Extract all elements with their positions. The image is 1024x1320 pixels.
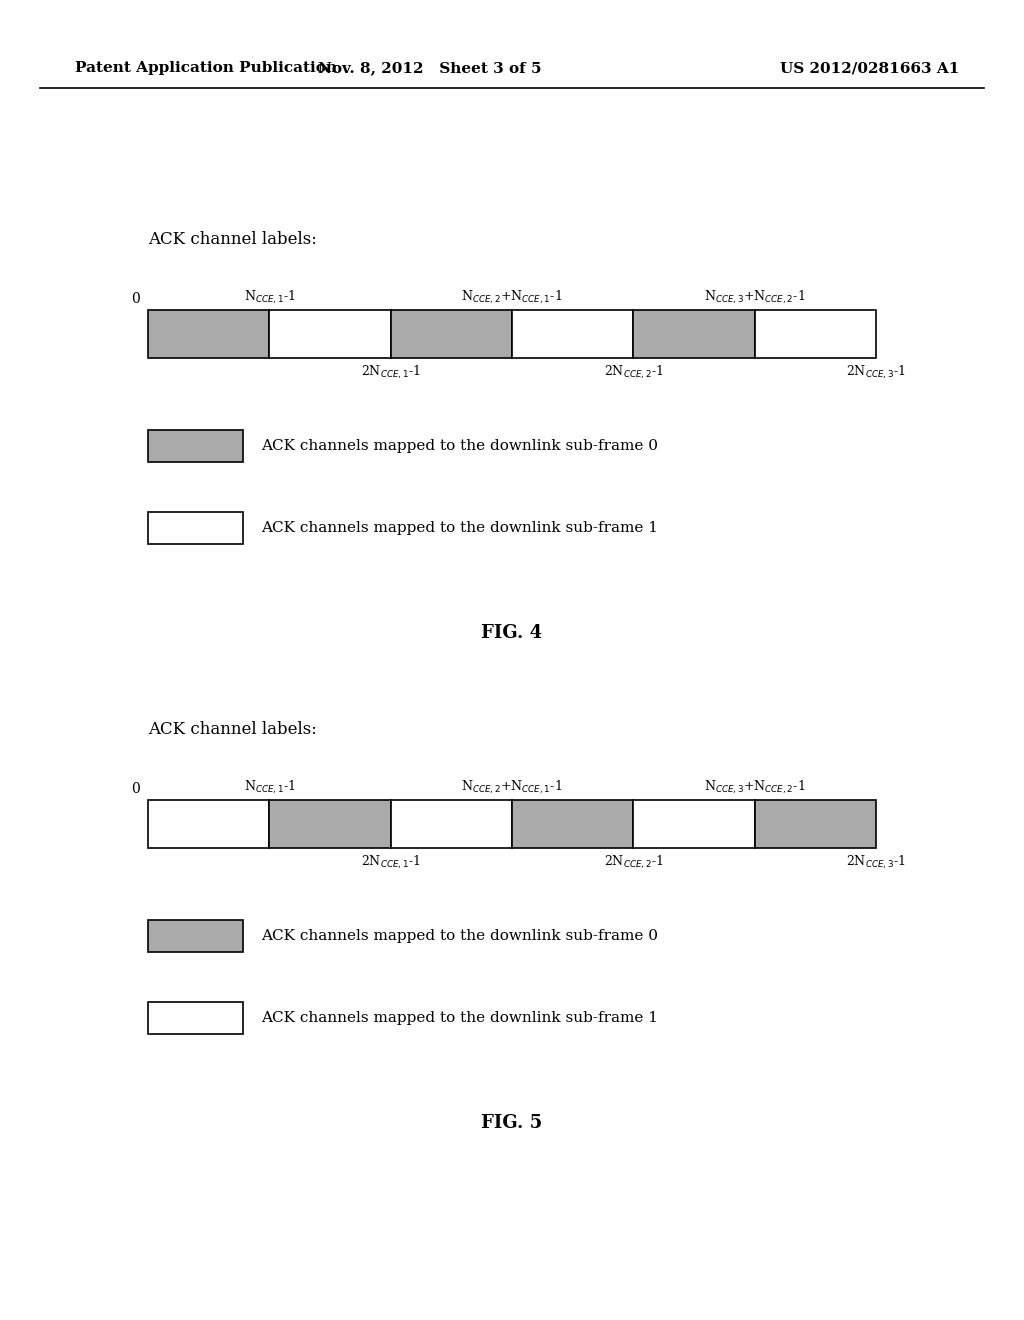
Text: US 2012/0281663 A1: US 2012/0281663 A1 bbox=[780, 61, 959, 75]
Bar bbox=[512, 310, 634, 358]
Bar bbox=[148, 800, 269, 847]
Bar bbox=[390, 310, 512, 358]
Text: 2N$_{CCE,1}$-1: 2N$_{CCE,1}$-1 bbox=[360, 364, 421, 381]
Text: 0: 0 bbox=[131, 292, 140, 306]
Bar bbox=[148, 310, 269, 358]
Text: 2N$_{CCE,3}$-1: 2N$_{CCE,3}$-1 bbox=[846, 854, 906, 871]
Text: 2N$_{CCE,2}$-1: 2N$_{CCE,2}$-1 bbox=[603, 854, 664, 871]
Text: N$_{CCE,3}$+N$_{CCE,2}$-1: N$_{CCE,3}$+N$_{CCE,2}$-1 bbox=[703, 289, 805, 306]
Text: ACK channels mapped to the downlink sub-frame 1: ACK channels mapped to the downlink sub-… bbox=[261, 1011, 658, 1026]
Bar bbox=[148, 430, 243, 462]
Text: 0: 0 bbox=[131, 781, 140, 796]
Text: FIG. 4: FIG. 4 bbox=[481, 624, 543, 642]
Text: N$_{CCE,2}$+N$_{CCE,1}$-1: N$_{CCE,2}$+N$_{CCE,1}$-1 bbox=[462, 779, 562, 796]
Text: 2N$_{CCE,3}$-1: 2N$_{CCE,3}$-1 bbox=[846, 364, 906, 381]
Text: N$_{CCE,1}$-1: N$_{CCE,1}$-1 bbox=[244, 779, 295, 796]
Bar bbox=[269, 800, 391, 847]
Bar bbox=[148, 920, 243, 952]
Text: Nov. 8, 2012   Sheet 3 of 5: Nov. 8, 2012 Sheet 3 of 5 bbox=[318, 61, 542, 75]
Bar bbox=[512, 800, 634, 847]
Bar bbox=[148, 1002, 243, 1034]
Text: 2N$_{CCE,1}$-1: 2N$_{CCE,1}$-1 bbox=[360, 854, 421, 871]
Bar bbox=[269, 310, 391, 358]
Text: ACK channels mapped to the downlink sub-frame 1: ACK channels mapped to the downlink sub-… bbox=[261, 521, 658, 535]
Text: ACK channels mapped to the downlink sub-frame 0: ACK channels mapped to the downlink sub-… bbox=[261, 440, 658, 453]
Text: FIG. 5: FIG. 5 bbox=[481, 1114, 543, 1133]
Bar bbox=[634, 310, 755, 358]
Text: N$_{CCE,3}$+N$_{CCE,2}$-1: N$_{CCE,3}$+N$_{CCE,2}$-1 bbox=[703, 779, 805, 796]
Text: Patent Application Publication: Patent Application Publication bbox=[75, 61, 337, 75]
Text: ACK channel labels:: ACK channel labels: bbox=[148, 721, 316, 738]
Bar bbox=[755, 800, 876, 847]
Bar bbox=[148, 512, 243, 544]
Bar bbox=[390, 800, 512, 847]
Text: N$_{CCE,2}$+N$_{CCE,1}$-1: N$_{CCE,2}$+N$_{CCE,1}$-1 bbox=[462, 289, 562, 306]
Text: ACK channels mapped to the downlink sub-frame 0: ACK channels mapped to the downlink sub-… bbox=[261, 929, 658, 942]
Text: N$_{CCE,1}$-1: N$_{CCE,1}$-1 bbox=[244, 289, 295, 306]
Text: 2N$_{CCE,2}$-1: 2N$_{CCE,2}$-1 bbox=[603, 364, 664, 381]
Bar bbox=[634, 800, 755, 847]
Text: ACK channel labels:: ACK channel labels: bbox=[148, 231, 316, 248]
Bar bbox=[755, 310, 876, 358]
